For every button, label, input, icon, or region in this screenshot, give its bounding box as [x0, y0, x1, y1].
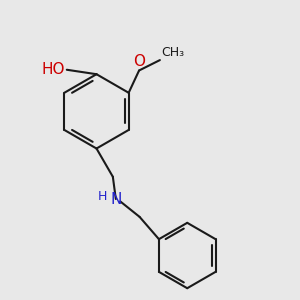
Text: CH₃: CH₃ [161, 46, 184, 59]
Text: O: O [133, 54, 145, 69]
Text: N: N [110, 191, 122, 206]
Text: H: H [98, 190, 107, 203]
Text: HO: HO [42, 62, 65, 77]
